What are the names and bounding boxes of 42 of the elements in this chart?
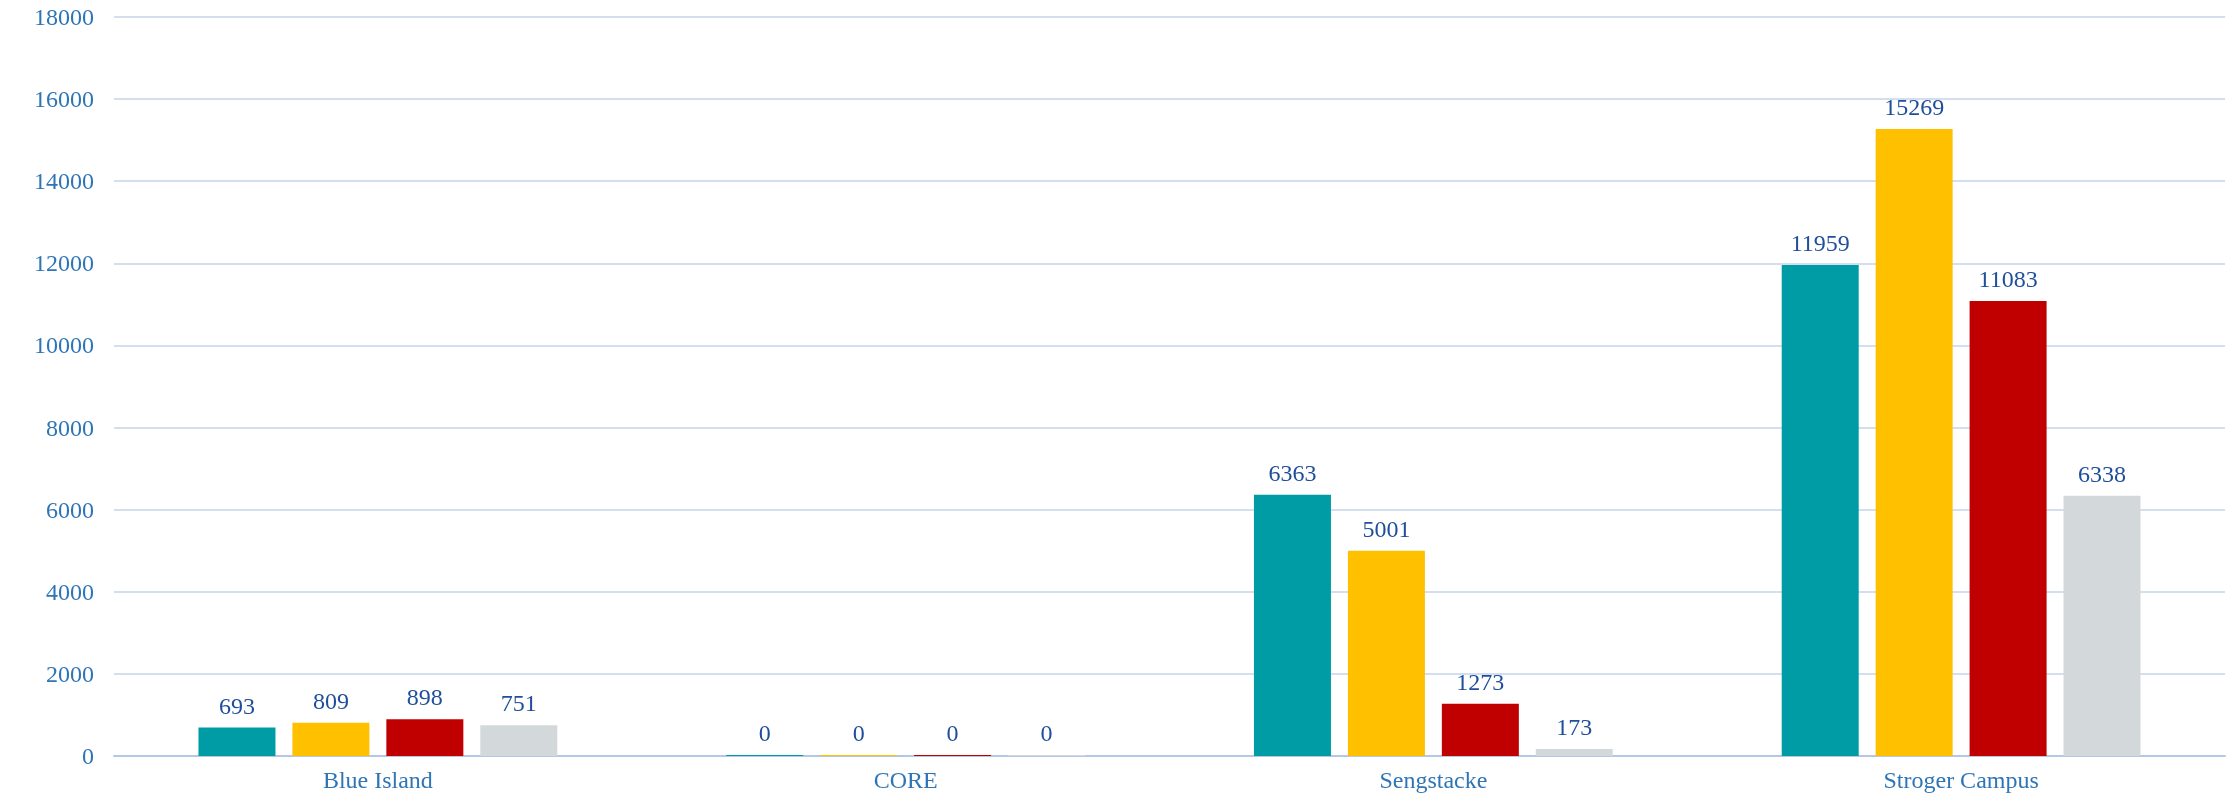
data-label: 5001: [1362, 515, 1411, 542]
x-tick-label: Stroger Campus: [1883, 767, 2039, 793]
data-label: 0: [758, 720, 771, 746]
y-tick-label: 16000: [34, 86, 94, 113]
bar: [1969, 300, 2047, 756]
x-tick-label: Blue Island: [322, 767, 433, 793]
bar: [1781, 265, 1859, 756]
bar: [1441, 703, 1519, 756]
data-label: 6338: [2078, 460, 2127, 487]
y-tick-label: 10000: [34, 332, 94, 359]
bar: [292, 722, 370, 756]
y-tick-label: 6000: [46, 496, 94, 523]
data-label: 11959: [1790, 230, 1850, 257]
bar: [1535, 748, 1613, 756]
data-label: 898: [406, 684, 443, 711]
data-label: 751: [500, 690, 537, 717]
data-label: 0: [946, 720, 959, 746]
y-tick-label: 8000: [46, 414, 94, 441]
data-label: 0: [852, 720, 865, 746]
data-label: 693: [218, 692, 255, 719]
bar: [1253, 494, 1331, 756]
bar: [386, 719, 464, 756]
data-label: 173: [1556, 713, 1593, 740]
x-tick-label: CORE: [873, 767, 938, 793]
y-tick-label: 0: [82, 743, 94, 769]
bar: [2063, 495, 2141, 756]
bar: [1875, 129, 1953, 756]
data-label: 15269: [1884, 94, 1945, 121]
y-tick-label: 12000: [34, 250, 94, 277]
y-tick-label: 18000: [34, 4, 94, 30]
y-tick-label: 14000: [34, 168, 94, 195]
data-label: 0: [1040, 720, 1053, 746]
y-tick-label: 4000: [46, 578, 94, 605]
data-label: 809: [312, 687, 349, 714]
data-label: 6363: [1268, 459, 1317, 486]
bar: [1347, 550, 1425, 756]
x-tick-label: Sengstacke: [1379, 767, 1488, 793]
data-label: 11083: [1978, 265, 2038, 292]
bar: [480, 725, 558, 756]
data-label: 1273: [1456, 668, 1505, 695]
bar: [198, 727, 276, 756]
y-tick-label: 2000: [46, 660, 94, 687]
